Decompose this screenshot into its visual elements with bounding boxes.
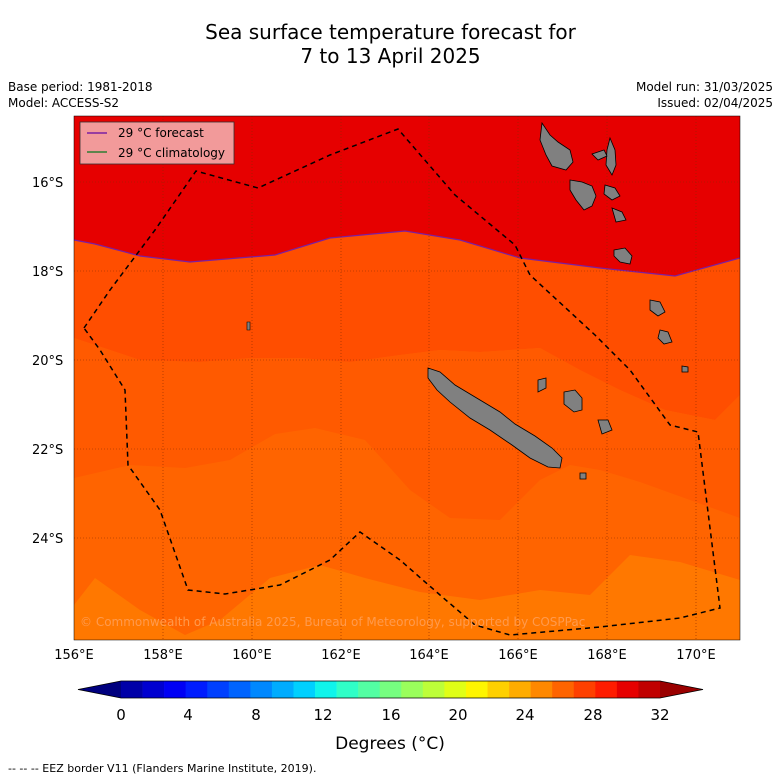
colorbar-segment <box>358 681 381 698</box>
colorbar-segment <box>444 681 467 698</box>
title-line-2: 7 to 13 April 2025 <box>300 44 481 68</box>
sst-map: © Commonwealth of Australia 2025, Bureau… <box>74 116 740 640</box>
issued-date: Issued: 02/04/2025 <box>657 96 773 110</box>
colorbar-segment <box>164 681 186 698</box>
base-period: Base period: 1981-2018 <box>8 80 153 94</box>
sst-band-27 <box>74 555 740 640</box>
lon-label: 166°E <box>498 648 538 663</box>
colorbar-segment <box>509 681 531 698</box>
colorbar-segment <box>465 681 488 698</box>
colorbar-tick: 4 <box>183 706 193 724</box>
colorbar-segment <box>228 681 251 698</box>
lon-label: 168°E <box>587 648 627 663</box>
sst-band-27-5 <box>74 338 740 520</box>
lon-label: 156°E <box>54 648 94 663</box>
colorbar-segment <box>207 681 230 698</box>
new-caledonia-land <box>427 367 563 469</box>
forecast-contour-29c <box>74 230 740 277</box>
colorbar-segment <box>530 681 553 698</box>
colorbar-tick-labels: 0 4 8 12 16 20 24 28 32 <box>116 706 669 724</box>
contour-legend: 29 °C forecast 29 °C climatology <box>79 121 235 165</box>
vanuatu-land <box>539 121 689 373</box>
lon-label: 170°E <box>676 648 716 663</box>
lat-label: 20°S <box>32 354 63 369</box>
colorbar-segment <box>487 681 510 698</box>
colorbar-segment <box>121 681 143 698</box>
map-frame <box>73 115 741 641</box>
lon-label: 158°E <box>143 648 183 663</box>
loyalty-islands-land <box>537 377 613 480</box>
lat-label: 16°S <box>32 176 63 191</box>
colorbar-segment <box>315 681 337 698</box>
model-name: Model: ACCESS-S2 <box>8 96 120 110</box>
colorbar-tick: 0 <box>116 706 126 724</box>
eez-footnote: -- -- -- EEZ border V11 (Flanders Marine… <box>8 762 317 775</box>
colorbar-tick: 24 <box>515 706 534 724</box>
lon-label: 160°E <box>232 648 272 663</box>
colorbar-segment <box>185 681 208 698</box>
colorbar-segment <box>422 681 445 698</box>
colorbar-segment <box>638 681 661 698</box>
title-line-1: Sea surface temperature forecast for <box>205 20 576 44</box>
colorbar-tick: 8 <box>251 706 261 724</box>
lat-label: 24°S <box>32 532 63 547</box>
lat-label: 18°S <box>32 265 63 280</box>
colorbar-tick: 16 <box>381 706 400 724</box>
colorbar-segment <box>250 681 273 698</box>
longitude-labels: 156°E 158°E 160°E 162°E 164°E 166°E 168°… <box>54 648 716 663</box>
small-islet <box>246 321 251 331</box>
colorbar <box>77 680 704 699</box>
lon-label: 162°E <box>321 648 361 663</box>
gridlines <box>74 116 740 640</box>
latitude-labels: 16°S 18°S 20°S 22°S 24°S <box>32 176 63 547</box>
colorbar-tick: 32 <box>650 706 669 724</box>
legend-climatology-label: 29 °C climatology <box>118 146 225 160</box>
lon-label: 164°E <box>409 648 449 663</box>
colorbar-segment <box>336 681 359 698</box>
eez-border <box>83 128 721 636</box>
colorbar-under-arrow <box>78 681 121 698</box>
legend-forecast-label: 29 °C forecast <box>118 126 204 140</box>
colorbar-segment <box>573 681 596 698</box>
colorbar-outline <box>77 680 704 699</box>
colorbar-segment <box>595 681 618 698</box>
colorbar-segment <box>379 681 402 698</box>
colorbar-segment <box>142 681 165 698</box>
copyright-notice: © Commonwealth of Australia 2025, Bureau… <box>80 615 585 629</box>
colorbar-segment <box>616 681 639 698</box>
colorbar-tick: 28 <box>583 706 602 724</box>
colorbar-tick: 12 <box>313 706 332 724</box>
colorbar-title: Degrees (°C) <box>335 734 445 754</box>
colorbar-tick: 20 <box>448 706 467 724</box>
colorbar-segment <box>401 681 424 698</box>
lat-label: 22°S <box>32 443 63 458</box>
colorbar-segment <box>293 681 316 698</box>
model-run: Model run: 31/03/2025 <box>635 80 773 94</box>
colorbar-segment <box>271 681 294 698</box>
colorbar-segment <box>552 681 575 698</box>
colorbar-over-arrow <box>660 681 703 698</box>
sst-band-29 <box>74 116 740 276</box>
